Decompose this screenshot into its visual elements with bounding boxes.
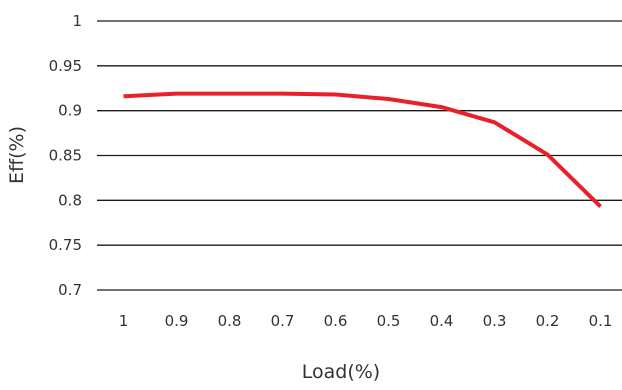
series-line-0 [123,91,602,209]
x-tick-label: 0.9 [165,312,189,330]
x-tick-label: 0.2 [536,312,560,330]
y-tick-label: 0.8 [58,191,82,209]
y-tick-label: 0.75 [49,236,82,254]
y-tick-label: 0.85 [49,147,82,165]
y-tick-label: 0.95 [49,57,82,75]
gridlines [97,20,622,291]
x-tick-label: 0.7 [271,312,295,330]
x-tick-label: 0.4 [430,312,454,330]
x-tick-label: 1 [119,312,129,330]
y-tick-label: 0.7 [58,281,82,299]
x-tick-label: 0.3 [483,312,507,330]
x-tick-labels: 1 0.9 0.8 0.7 0.6 0.5 0.4 0.3 0.2 0.1 [119,312,613,330]
y-axis-title: Eff(%) [6,126,28,184]
x-tick-label: 0.1 [589,312,613,330]
x-tick-label: 0.8 [218,312,242,330]
x-tick-label: 0.5 [377,312,401,330]
series-group [123,91,602,209]
x-tick-label: 0.6 [324,312,348,330]
x-axis-title: Load(%) [302,361,380,383]
y-tick-labels: 0.7 0.75 0.8 0.85 0.9 0.95 1 [49,12,82,299]
y-tick-label: 0.9 [58,102,82,120]
y-tick-label: 1 [72,12,82,30]
